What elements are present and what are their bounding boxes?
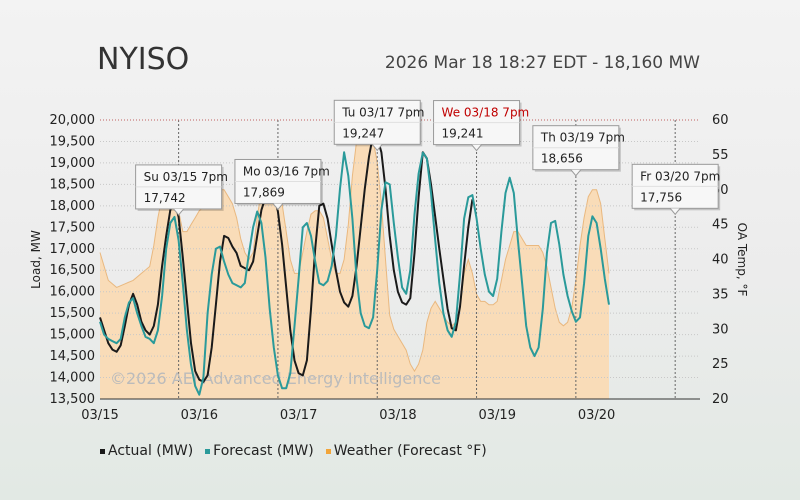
x-tick-label: 03/18 bbox=[379, 408, 416, 423]
legend-item[interactable]: Weather (Forecast °F) bbox=[325, 443, 487, 459]
peak-callout[interactable]: Su 03/15 7pm 17,742 bbox=[135, 164, 228, 216]
legend-item[interactable]: Actual (MW) bbox=[100, 443, 193, 459]
y-tick-label: 16,500 bbox=[50, 263, 96, 278]
x-tick-label: 03/15 bbox=[81, 408, 118, 423]
peak-callout[interactable]: Mo 03/16 7pm 17,869 bbox=[234, 158, 330, 211]
callout-day: Fr 03/20 7pm bbox=[640, 169, 720, 183]
y2-tick-label: 25 bbox=[712, 357, 729, 372]
callout-pointer bbox=[371, 144, 383, 152]
callout-pointer bbox=[570, 169, 582, 177]
legend-label: Weather (Forecast °F) bbox=[333, 443, 487, 459]
y-tick-label: 20,000 bbox=[50, 113, 96, 128]
region-title: NYISO bbox=[97, 42, 190, 77]
y2-tick-label: 40 bbox=[712, 253, 729, 268]
callout-value: 19,247 bbox=[342, 126, 384, 140]
peak-callouts[interactable]: Su 03/15 7pm 17,742 Mo 03/16 7pm 17,869 Tu 0… bbox=[135, 99, 721, 216]
y2-tick-label: 55 bbox=[712, 148, 729, 163]
peak-callout[interactable]: We 03/18 7pm 19,241 bbox=[433, 100, 530, 152]
x-tick-label: 03/16 bbox=[181, 408, 218, 423]
callout-day: Su 03/15 7pm bbox=[144, 170, 228, 184]
callout-pointer bbox=[272, 203, 284, 211]
legend-item[interactable]: Forecast (MW) bbox=[205, 443, 314, 459]
legend-swatch bbox=[100, 448, 105, 454]
y-tick-label: 14,500 bbox=[50, 349, 96, 364]
y2-tick-label: 20 bbox=[712, 392, 729, 407]
legend-swatch bbox=[205, 448, 211, 454]
y2-axis-title: OA Temp, °F bbox=[735, 223, 749, 297]
weather-area bbox=[100, 130, 609, 399]
legend-label: Actual (MW) bbox=[108, 443, 194, 459]
callout-day: We 03/18 7pm bbox=[442, 106, 530, 120]
y-tick-label: 14,000 bbox=[50, 371, 96, 386]
y-tick-label: 17,500 bbox=[50, 220, 96, 235]
peak-callout[interactable]: Tu 03/17 7pm 19,247 bbox=[333, 99, 425, 152]
watermark-text: ©2026 AEI Advanced Energy Intelligence bbox=[110, 369, 441, 388]
y-tick-label: 18,000 bbox=[50, 199, 96, 214]
callout-day: Th 03/19 7pm bbox=[540, 131, 625, 145]
y-tick-label: 17,000 bbox=[50, 242, 96, 257]
forecast-line bbox=[99, 151, 610, 396]
legend[interactable]: Actual (MW) Forecast (MW) Weather (Forecas… bbox=[100, 443, 487, 459]
y-tick-label: 13,500 bbox=[50, 392, 96, 407]
callout-pointer bbox=[173, 208, 185, 216]
callout-value: 19,241 bbox=[442, 127, 484, 141]
callout-value: 17,869 bbox=[243, 185, 285, 199]
y2-tick-label: 35 bbox=[712, 287, 729, 302]
watermark: ©2026 AEI Advanced Energy Intelligence bbox=[110, 369, 441, 388]
legend-label: Forecast (MW) bbox=[213, 443, 314, 459]
status-timestamp-load: 2026 Mar 18 18:27 EDT - 18,160 MW bbox=[384, 53, 700, 73]
callout-value: 18,656 bbox=[541, 152, 583, 166]
callout-day: Tu 03/17 7pm bbox=[341, 105, 424, 119]
axes: 13,500 14,000 14,500 15,000 15,500 16,000 16,5… bbox=[29, 113, 749, 423]
peak-callout[interactable]: Fr 03/20 7pm 17,756 bbox=[631, 163, 720, 216]
peak-callout[interactable]: Th 03/19 7pm 18,656 bbox=[532, 125, 625, 177]
x-tick-label: 03/20 bbox=[578, 408, 615, 423]
callout-pointer bbox=[471, 144, 482, 152]
y-tick-label: 15,000 bbox=[50, 328, 96, 343]
y-tick-label: 18,500 bbox=[50, 177, 96, 192]
x-tick-label: 03/17 bbox=[280, 408, 317, 423]
x-tick-label: 03/19 bbox=[479, 408, 516, 423]
callout-pointer bbox=[669, 207, 681, 216]
actual-line bbox=[99, 134, 474, 383]
y2-tick-label: 45 bbox=[712, 218, 729, 233]
y-tick-label: 19,500 bbox=[50, 134, 96, 149]
y-tick-label: 16,000 bbox=[50, 285, 96, 300]
callout-day: Mo 03/16 7pm bbox=[243, 164, 330, 178]
callout-value: 17,742 bbox=[144, 191, 186, 205]
y-tick-label: 19,000 bbox=[50, 156, 96, 171]
load-series bbox=[99, 134, 610, 396]
callout-value: 17,756 bbox=[640, 190, 682, 204]
y-axis-title: Load, MW bbox=[29, 230, 43, 289]
y2-tick-label: 30 bbox=[712, 322, 729, 337]
legend-swatch bbox=[325, 448, 331, 454]
y-tick-label: 15,500 bbox=[50, 306, 96, 321]
y2-tick-label: 60 bbox=[712, 113, 729, 128]
